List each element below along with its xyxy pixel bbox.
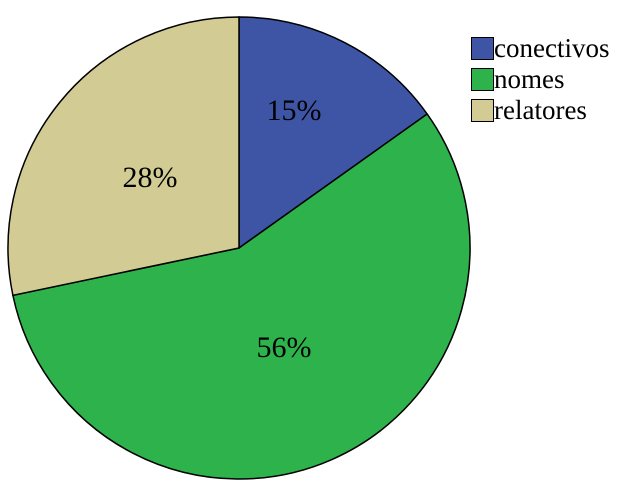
- legend: conectivos nomes relatores: [471, 32, 610, 129]
- legend-item-relatores: relatores: [471, 94, 609, 125]
- legend-label-relatores: relatores: [494, 94, 587, 125]
- legend-label-nomes: nomes: [494, 63, 565, 94]
- pie-slice-conectivos: [238, 16, 429, 250]
- legend-swatch-nomes: [471, 67, 494, 91]
- legend-label-conectivos: conectivos: [494, 32, 610, 63]
- pie-slices-group: [7, 16, 471, 480]
- pie-slice-relatores: [7, 16, 240, 297]
- legend-swatch-conectivos: [471, 36, 494, 60]
- legend-item-nomes: nomes: [471, 63, 609, 94]
- legend-item-conectivos: conectivos: [471, 32, 610, 63]
- pie-slice-nomes: [12, 112, 471, 480]
- slice-value-label-conectivos: 15%: [266, 94, 322, 127]
- slice-value-label-relatores: 28%: [122, 161, 178, 194]
- slice-value-label-nomes: 56%: [256, 331, 312, 364]
- legend-swatch-relatores: [471, 98, 494, 122]
